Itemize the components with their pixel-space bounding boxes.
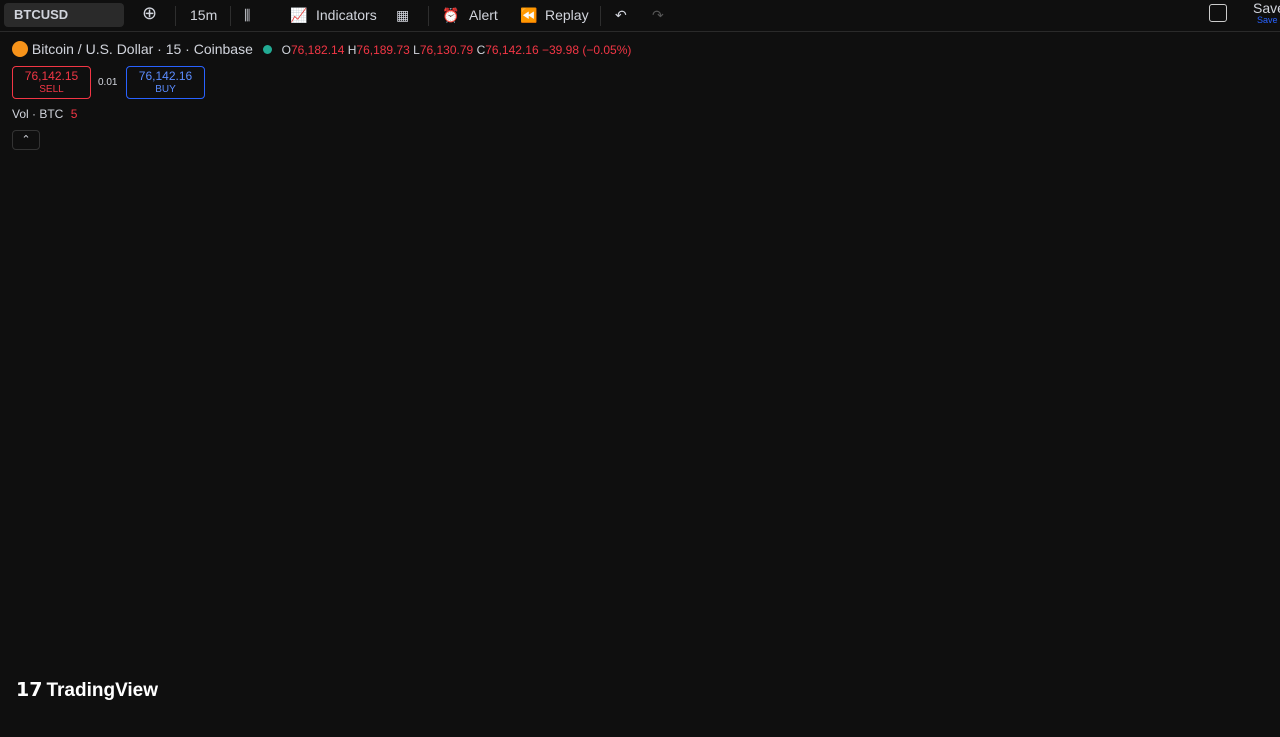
- separator: [600, 6, 601, 26]
- add-symbol[interactable]: ⊕: [142, 3, 158, 23]
- spread: 0.01: [98, 77, 118, 88]
- symbol-box[interactable]: [4, 3, 124, 27]
- l-label: L: [413, 43, 420, 57]
- volume-value: 5: [70, 107, 78, 121]
- chart: [0, 32, 1280, 737]
- btc-icon: [12, 41, 28, 57]
- indicators-icon[interactable]: 📈: [290, 7, 308, 23]
- redo[interactable]: ↷: [652, 7, 664, 23]
- fullscreen[interactable]: [1209, 4, 1227, 22]
- interval[interactable]: 15m: [190, 7, 218, 23]
- buy-button[interactable]: 76,142.16 BUY: [126, 66, 205, 99]
- sell-button[interactable]: 76,142.15 SELL: [12, 66, 91, 99]
- o-value: 76,182.14: [291, 43, 345, 57]
- change: −39.98 (−0.05%): [541, 43, 632, 57]
- buy-price[interactable]: 76,142.16: [138, 69, 193, 83]
- volume-label: Vol · BTC: [12, 107, 64, 121]
- c-value: 76,142.16: [485, 43, 539, 57]
- separator: [428, 6, 429, 26]
- alert-icon[interactable]: ⏰: [442, 7, 460, 23]
- logo: 𝟭𝟳 TradingView: [16, 679, 158, 702]
- sell-price[interactable]: 76,142.15: [24, 69, 79, 83]
- instrument: Bitcoin / U.S. Dollar · 15 · Coinbase: [31, 41, 253, 57]
- toolbar: BTCUSD ⊕ 15m ⫼ 📈 Indicators ▦ ⏰ Alert ⏪ …: [0, 0, 1280, 32]
- undo[interactable]: ↶: [615, 7, 627, 23]
- ohlc: O76,182.14 H76,189.73 L76,130.79 C76,142…: [282, 43, 632, 57]
- separator: [175, 6, 176, 26]
- l-value: 76,130.79: [419, 43, 474, 57]
- o-label: O: [281, 43, 291, 57]
- separator: [230, 6, 231, 26]
- save[interactable]: Save: [1253, 0, 1280, 16]
- collapse-button[interactable]: ⌃: [12, 130, 40, 150]
- replay[interactable]: Replay: [545, 7, 589, 23]
- h-label: H: [347, 43, 357, 57]
- symbol[interactable]: BTCUSD: [14, 7, 69, 22]
- layouts[interactable]: ▦: [396, 7, 410, 23]
- sell-label[interactable]: SELL: [39, 84, 64, 95]
- indicators[interactable]: Indicators: [316, 7, 377, 23]
- logo-mark: 𝟭𝟳: [16, 680, 43, 701]
- chart-type[interactable]: ⫼: [244, 7, 251, 23]
- c-label: C: [476, 43, 486, 57]
- buy-label[interactable]: BUY: [155, 84, 176, 95]
- alert[interactable]: Alert: [469, 7, 498, 23]
- status-dot: [262, 45, 272, 54]
- volume-legend: Vol · BTC 5: [12, 107, 77, 121]
- h-value: 76,189.73: [356, 43, 410, 57]
- save-sub[interactable]: Save: [1257, 15, 1278, 25]
- replay-icon[interactable]: ⏪: [520, 7, 538, 23]
- logo-text: TradingView: [46, 680, 159, 701]
- legend: Bitcoin / U.S. Dollar · 15 · Coinbase O7…: [12, 41, 631, 57]
